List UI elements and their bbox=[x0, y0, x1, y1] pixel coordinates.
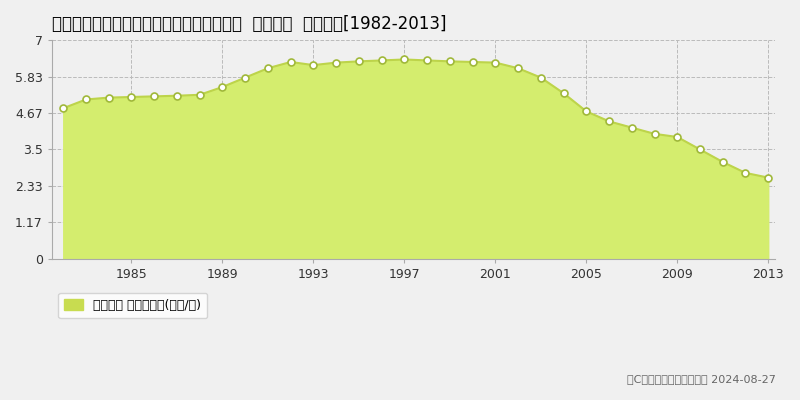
Legend: 地価公示 平均嵪単価(万円/嵪): 地価公示 平均嵪単価(万円/嵪) bbox=[58, 293, 207, 318]
Text: 大分県別府市大字内竀字森谷筋１９５８番  地価公示  地価推移[1982-2013]: 大分県別府市大字内竀字森谷筋１９５８番 地価公示 地価推移[1982-2013] bbox=[52, 15, 446, 33]
Text: （C）土地価格ドットコム 2024-08-27: （C）土地価格ドットコム 2024-08-27 bbox=[627, 374, 776, 384]
